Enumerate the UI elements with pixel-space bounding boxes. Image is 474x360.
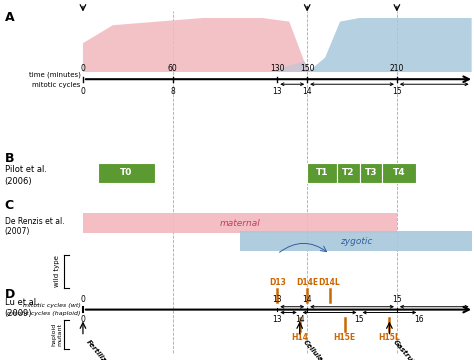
Bar [307,163,337,183]
Text: zygotic: zygotic [339,237,372,246]
Text: T0: T0 [120,168,133,177]
Text: 0: 0 [81,315,85,324]
Text: mitotic cycles: mitotic cycles [32,82,81,87]
Text: T1: T1 [316,168,328,177]
Text: Gastrulation: Gastrulation [399,0,447,2]
Text: Gastrulation: Gastrulation [392,338,428,360]
Text: Cellularisation: Cellularisation [302,338,343,360]
Bar [240,231,472,251]
Text: haploid
mutant: haploid mutant [52,323,62,346]
Text: 13: 13 [273,87,282,96]
Text: maternal: maternal [219,219,260,228]
Text: D14E: D14E [296,278,318,287]
Polygon shape [83,18,310,79]
Text: Lu et al.: Lu et al. [5,298,38,307]
Text: 8: 8 [170,87,175,96]
Text: 150: 150 [300,64,314,73]
Text: H15L: H15L [379,333,400,342]
Text: 60: 60 [168,64,178,73]
Text: 0: 0 [81,87,85,96]
Text: 210: 210 [390,64,404,73]
Text: H15E: H15E [334,333,356,342]
Text: time (minutes): time (minutes) [29,72,81,78]
Bar [382,163,416,183]
Text: B: B [5,152,14,165]
Text: D14L: D14L [319,278,340,287]
Text: D13: D13 [269,278,286,287]
Text: 130: 130 [270,64,284,73]
Text: A: A [5,11,14,24]
Text: Cellularisation: Cellularisation [310,0,364,2]
Text: D: D [5,288,15,301]
Text: 13: 13 [273,295,282,304]
Bar [83,213,397,233]
Text: (2007): (2007) [5,227,30,236]
Text: wild type: wild type [54,255,60,287]
Text: 14: 14 [302,295,312,304]
Text: T2: T2 [342,168,355,177]
Text: (2006): (2006) [5,177,32,186]
Text: 14: 14 [295,315,304,324]
Text: 13: 13 [273,315,282,324]
Bar [98,163,155,183]
Text: 15: 15 [392,87,401,96]
Text: 0: 0 [81,64,85,73]
Text: T3: T3 [365,168,377,177]
Text: 16: 16 [414,315,424,324]
Text: H14: H14 [291,333,308,342]
Text: (2009): (2009) [5,309,32,318]
Text: 0: 0 [81,295,85,304]
Text: mitotic cycles (haploid): mitotic cycles (haploid) [7,311,81,316]
Bar [359,163,382,183]
Polygon shape [277,61,310,72]
Polygon shape [304,18,472,72]
Text: De Renzis et al.: De Renzis et al. [5,217,64,226]
Text: Fertilization: Fertilization [85,338,120,360]
Text: 15: 15 [355,315,365,324]
Bar [337,163,359,183]
Text: Pilot et al.: Pilot et al. [5,165,47,174]
Text: mitotic cycles (wt): mitotic cycles (wt) [23,303,81,308]
Text: T4: T4 [393,168,405,177]
Text: Fertilization: Fertilization [85,0,131,2]
Text: C: C [5,199,14,212]
Text: 14: 14 [302,87,312,96]
Text: 15: 15 [392,295,401,304]
